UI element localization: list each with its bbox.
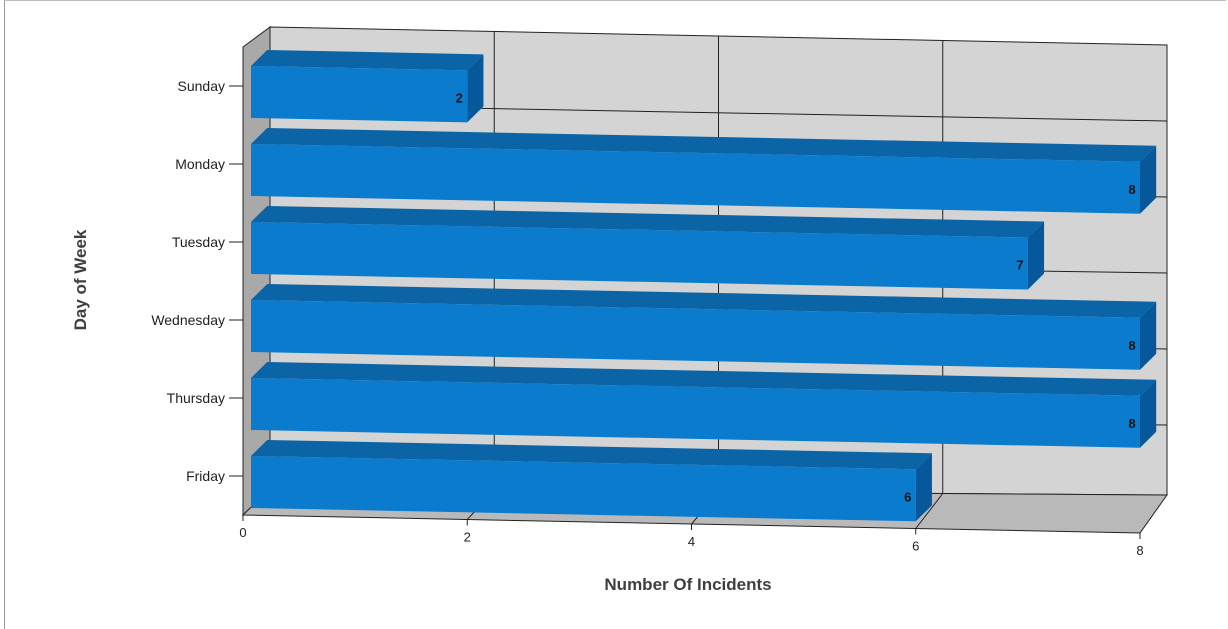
bar-top	[251, 362, 1157, 396]
bar-side	[1140, 145, 1157, 214]
x-axis-title: Number Of Incidents	[604, 575, 771, 594]
bar	[251, 222, 1028, 290]
data-label: 7	[1016, 258, 1023, 273]
x-tick-label: 6	[912, 539, 919, 554]
y-tick-label: Sunday	[178, 78, 225, 94]
y-tick-label: Thursday	[167, 390, 225, 406]
bar-top	[251, 440, 932, 470]
y-axis-title: Day of Week	[71, 229, 90, 330]
x-tick-label: 8	[1136, 543, 1143, 558]
bar-top	[251, 206, 1045, 238]
bar-group: 8	[251, 284, 1157, 370]
bar-group: 8	[251, 128, 1157, 214]
bar	[251, 378, 1140, 448]
data-label: 2	[456, 90, 463, 105]
bar-group: 6	[251, 440, 932, 522]
bar-group: 2	[251, 50, 484, 123]
data-label: 8	[1128, 416, 1135, 431]
bar	[251, 144, 1140, 214]
y-tick-label: Wednesday	[151, 312, 225, 328]
floor-gridline	[915, 493, 944, 529]
bar-side	[1140, 301, 1157, 370]
bar-top	[251, 50, 484, 71]
x-tick-label: 2	[464, 530, 471, 545]
bar-side	[915, 453, 932, 522]
bar-group: 7	[251, 206, 1045, 290]
data-label: 8	[1128, 338, 1135, 353]
bar	[251, 66, 468, 123]
bar-top	[251, 128, 1157, 162]
bar-side	[1140, 379, 1157, 448]
data-label: 8	[1128, 182, 1135, 197]
y-tick-label: Tuesday	[172, 234, 225, 250]
chart-frame	[4, 0, 1226, 629]
bar	[251, 300, 1140, 370]
bar	[251, 456, 916, 522]
data-label: 6	[904, 489, 911, 504]
x-tick-label: 4	[688, 534, 695, 549]
bar-side	[467, 54, 484, 123]
y-tick-label: Friday	[186, 468, 225, 484]
bar-top	[251, 284, 1157, 318]
y-tick-label: Monday	[175, 156, 225, 172]
x-tick-label: 0	[239, 525, 246, 540]
bar-side	[1027, 221, 1045, 290]
bar-group: 8	[251, 362, 1157, 448]
